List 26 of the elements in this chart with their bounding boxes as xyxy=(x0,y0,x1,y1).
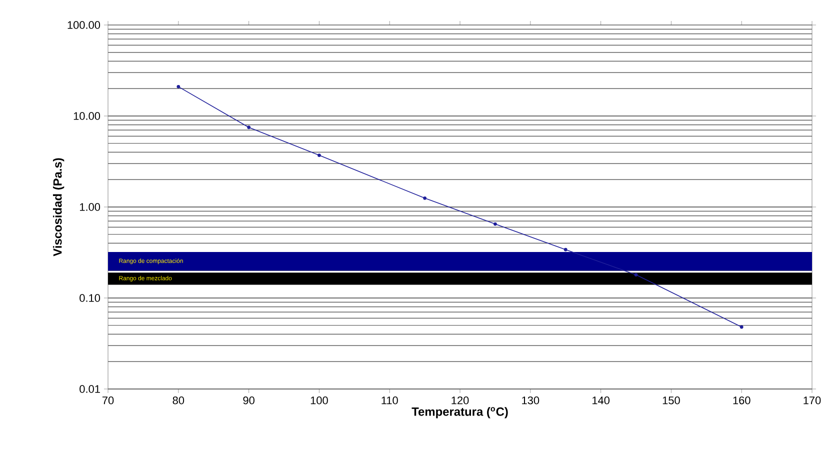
point xyxy=(634,273,638,276)
x-tick-label: 130 xyxy=(522,396,540,404)
y-tick-label: 1.00 xyxy=(80,203,100,211)
point xyxy=(564,248,568,252)
x-tick-label: 90 xyxy=(243,396,254,404)
x-tick-label: 120 xyxy=(452,396,469,404)
y-tick-label: 100.00 xyxy=(68,21,100,29)
y-axis-title: Viscosidad (Pa.s) xyxy=(52,158,64,256)
point xyxy=(176,84,180,88)
x-tick-label: 80 xyxy=(172,396,184,404)
point xyxy=(318,154,321,157)
y-tick-label: 0.10 xyxy=(80,294,100,302)
y-tick-label: 0.01 xyxy=(80,385,100,393)
y-tick-label: 10.00 xyxy=(74,112,100,120)
point xyxy=(740,325,744,329)
x-tick-label: 140 xyxy=(592,396,610,404)
x-tick-label: 100 xyxy=(310,396,328,404)
point xyxy=(423,196,427,200)
x-tick-label: 160 xyxy=(733,396,750,404)
x-tick-label: 70 xyxy=(102,396,114,404)
x-axis-title: Temperatura ($^{o}$C) xyxy=(412,407,508,418)
point xyxy=(247,126,251,130)
x-tick-label: 150 xyxy=(662,396,680,404)
point xyxy=(494,222,497,226)
x-tick-label: 110 xyxy=(382,396,398,404)
x-tick-label: 170 xyxy=(804,396,821,404)
